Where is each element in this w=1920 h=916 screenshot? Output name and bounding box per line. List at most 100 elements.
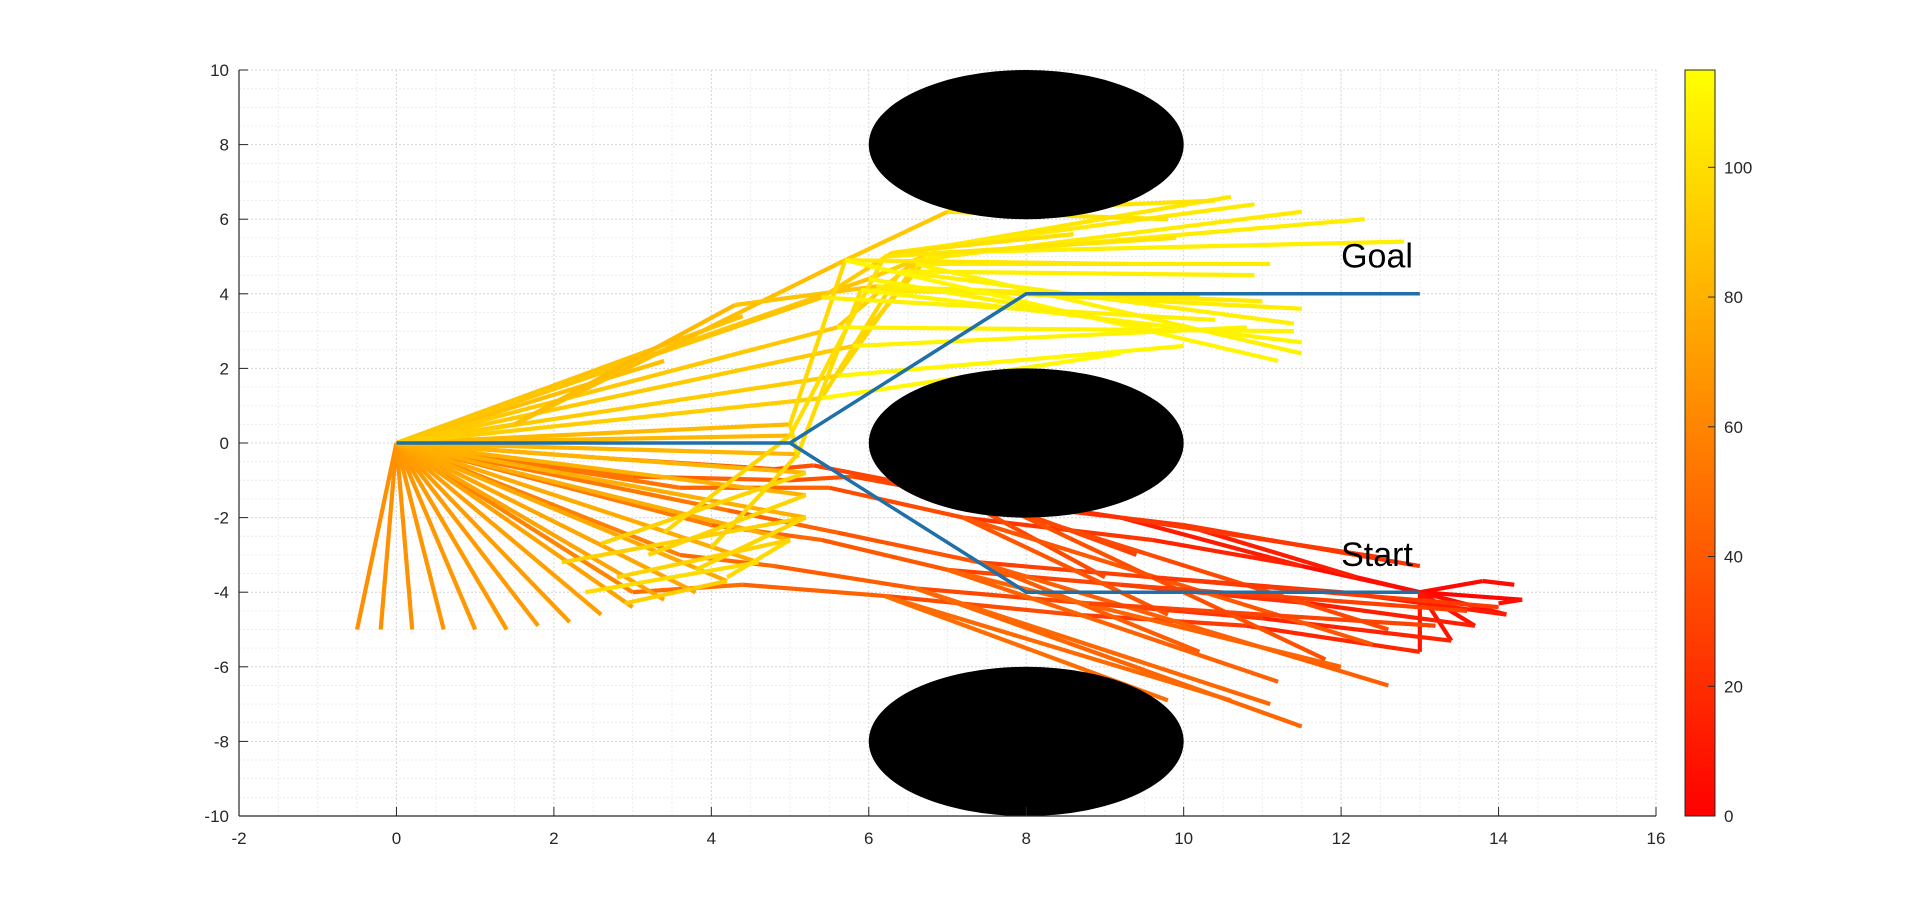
x-tick-label: 10 bbox=[1174, 829, 1193, 848]
tree-edge bbox=[821, 537, 948, 572]
x-tick-label: 14 bbox=[1489, 829, 1508, 848]
tree-edge bbox=[395, 441, 666, 602]
y-tick-label: -4 bbox=[214, 583, 229, 602]
tree-edge bbox=[396, 440, 806, 475]
tree-edge bbox=[884, 235, 1176, 259]
tree-edge bbox=[694, 515, 807, 572]
colorbar-tick-label: 0 bbox=[1724, 807, 1733, 826]
tree-edge bbox=[1482, 578, 1515, 587]
obstacle bbox=[868, 70, 1184, 220]
tree-edge bbox=[396, 422, 791, 446]
tree-edge bbox=[396, 343, 854, 446]
tree-edge bbox=[1120, 515, 1303, 569]
y-tick-label: -10 bbox=[204, 807, 229, 826]
colorbar-tick-label: 40 bbox=[1724, 548, 1743, 567]
tree-edge bbox=[742, 582, 885, 599]
tree-edge bbox=[395, 441, 728, 583]
tree-edge bbox=[396, 396, 822, 446]
tree-edge bbox=[1120, 582, 1468, 613]
tree-edge bbox=[845, 258, 1129, 267]
tree-edge bbox=[837, 343, 1184, 378]
annotation-start: Start bbox=[1341, 536, 1413, 574]
tree-edge bbox=[726, 538, 792, 580]
tree-edge bbox=[647, 493, 807, 557]
tree-edge bbox=[1246, 623, 1421, 654]
annotations: Goal Start bbox=[1341, 238, 1413, 574]
tree-edge bbox=[394, 441, 540, 628]
colorbar: 0 20 40 60 80 100 bbox=[1684, 69, 1752, 826]
tree-edge bbox=[1419, 590, 1523, 602]
tree-edge bbox=[396, 373, 838, 446]
tree-edge bbox=[1419, 578, 1484, 595]
colorbar-tick-label: 20 bbox=[1724, 677, 1743, 696]
y-tick-label: 8 bbox=[220, 136, 229, 155]
y-tick-label: 0 bbox=[220, 434, 229, 453]
tree-edge bbox=[899, 269, 1295, 326]
tree-edge bbox=[821, 295, 1216, 323]
tree-edge bbox=[394, 441, 509, 631]
tree-edge bbox=[915, 586, 1271, 707]
tree-edge bbox=[1356, 575, 1421, 595]
colorbar-tick-label: 100 bbox=[1724, 158, 1752, 177]
colorbar-fill bbox=[1684, 69, 1716, 817]
x-tick-label: 12 bbox=[1332, 829, 1351, 848]
tree-edge bbox=[836, 209, 949, 266]
obstacle bbox=[868, 368, 1184, 518]
tree-edge bbox=[395, 441, 634, 609]
y-tick-label: -2 bbox=[214, 509, 229, 528]
tree-edge bbox=[395, 441, 760, 565]
tree-edge bbox=[931, 239, 1405, 255]
y-tick-label: 4 bbox=[220, 285, 229, 304]
tree-edge bbox=[396, 440, 807, 520]
x-tick-label: -2 bbox=[231, 829, 246, 848]
tree-edge bbox=[836, 530, 980, 565]
tree-edge bbox=[394, 442, 415, 630]
tree-edge bbox=[662, 433, 792, 535]
axes bbox=[238, 69, 1657, 817]
tree-edge bbox=[774, 463, 814, 472]
tree-edge bbox=[978, 560, 1201, 654]
tree-edge bbox=[396, 440, 798, 457]
tree-edge bbox=[828, 485, 964, 520]
y-tick-label: -8 bbox=[214, 732, 229, 751]
tree-edge bbox=[734, 284, 877, 308]
obstacle bbox=[868, 666, 1184, 817]
x-tick-label: 6 bbox=[864, 829, 873, 848]
tree-edge bbox=[394, 442, 446, 631]
tree-edge bbox=[1089, 601, 1436, 628]
planned-path bbox=[396, 292, 1420, 594]
tick-labels: -2 0 2 4 6 8 10 12 14 16 -10 -8 -6 -4 -2 0 2 4 6 8 10 bbox=[204, 61, 1665, 848]
tree-edge bbox=[946, 567, 1279, 684]
tree-edge bbox=[915, 261, 1303, 356]
tree-edge bbox=[396, 440, 807, 498]
tree-edge bbox=[561, 515, 807, 565]
tree-edge bbox=[837, 325, 1294, 334]
tree-edge bbox=[394, 442, 478, 631]
tree-edge bbox=[1151, 537, 1303, 569]
obstacles bbox=[868, 70, 1184, 817]
tree-edge bbox=[585, 560, 759, 595]
tree-edge bbox=[978, 560, 1153, 580]
tree-edge bbox=[394, 441, 572, 624]
x-tick-label: 8 bbox=[1021, 829, 1030, 848]
tree-edge bbox=[773, 564, 917, 591]
tree-edge bbox=[624, 578, 728, 606]
x-tick-label: 0 bbox=[392, 829, 401, 848]
x-tick-label: 4 bbox=[707, 829, 716, 848]
tree-edge bbox=[915, 586, 1090, 606]
tree-edge bbox=[962, 515, 1374, 647]
tree-edge bbox=[884, 593, 1074, 617]
tree-edge bbox=[1120, 515, 1389, 561]
tree-edge bbox=[513, 262, 839, 427]
tree-edge bbox=[962, 515, 1169, 617]
tree-edge bbox=[395, 325, 838, 446]
tree-edge bbox=[993, 500, 1327, 662]
colorbar-tick-label: 80 bbox=[1724, 288, 1743, 307]
tree-edge bbox=[892, 232, 1074, 255]
tree-edge bbox=[616, 537, 791, 580]
x-tick-label: 16 bbox=[1647, 829, 1666, 848]
annotation-goal: Goal bbox=[1341, 238, 1413, 276]
tree-edge bbox=[1309, 601, 1476, 628]
